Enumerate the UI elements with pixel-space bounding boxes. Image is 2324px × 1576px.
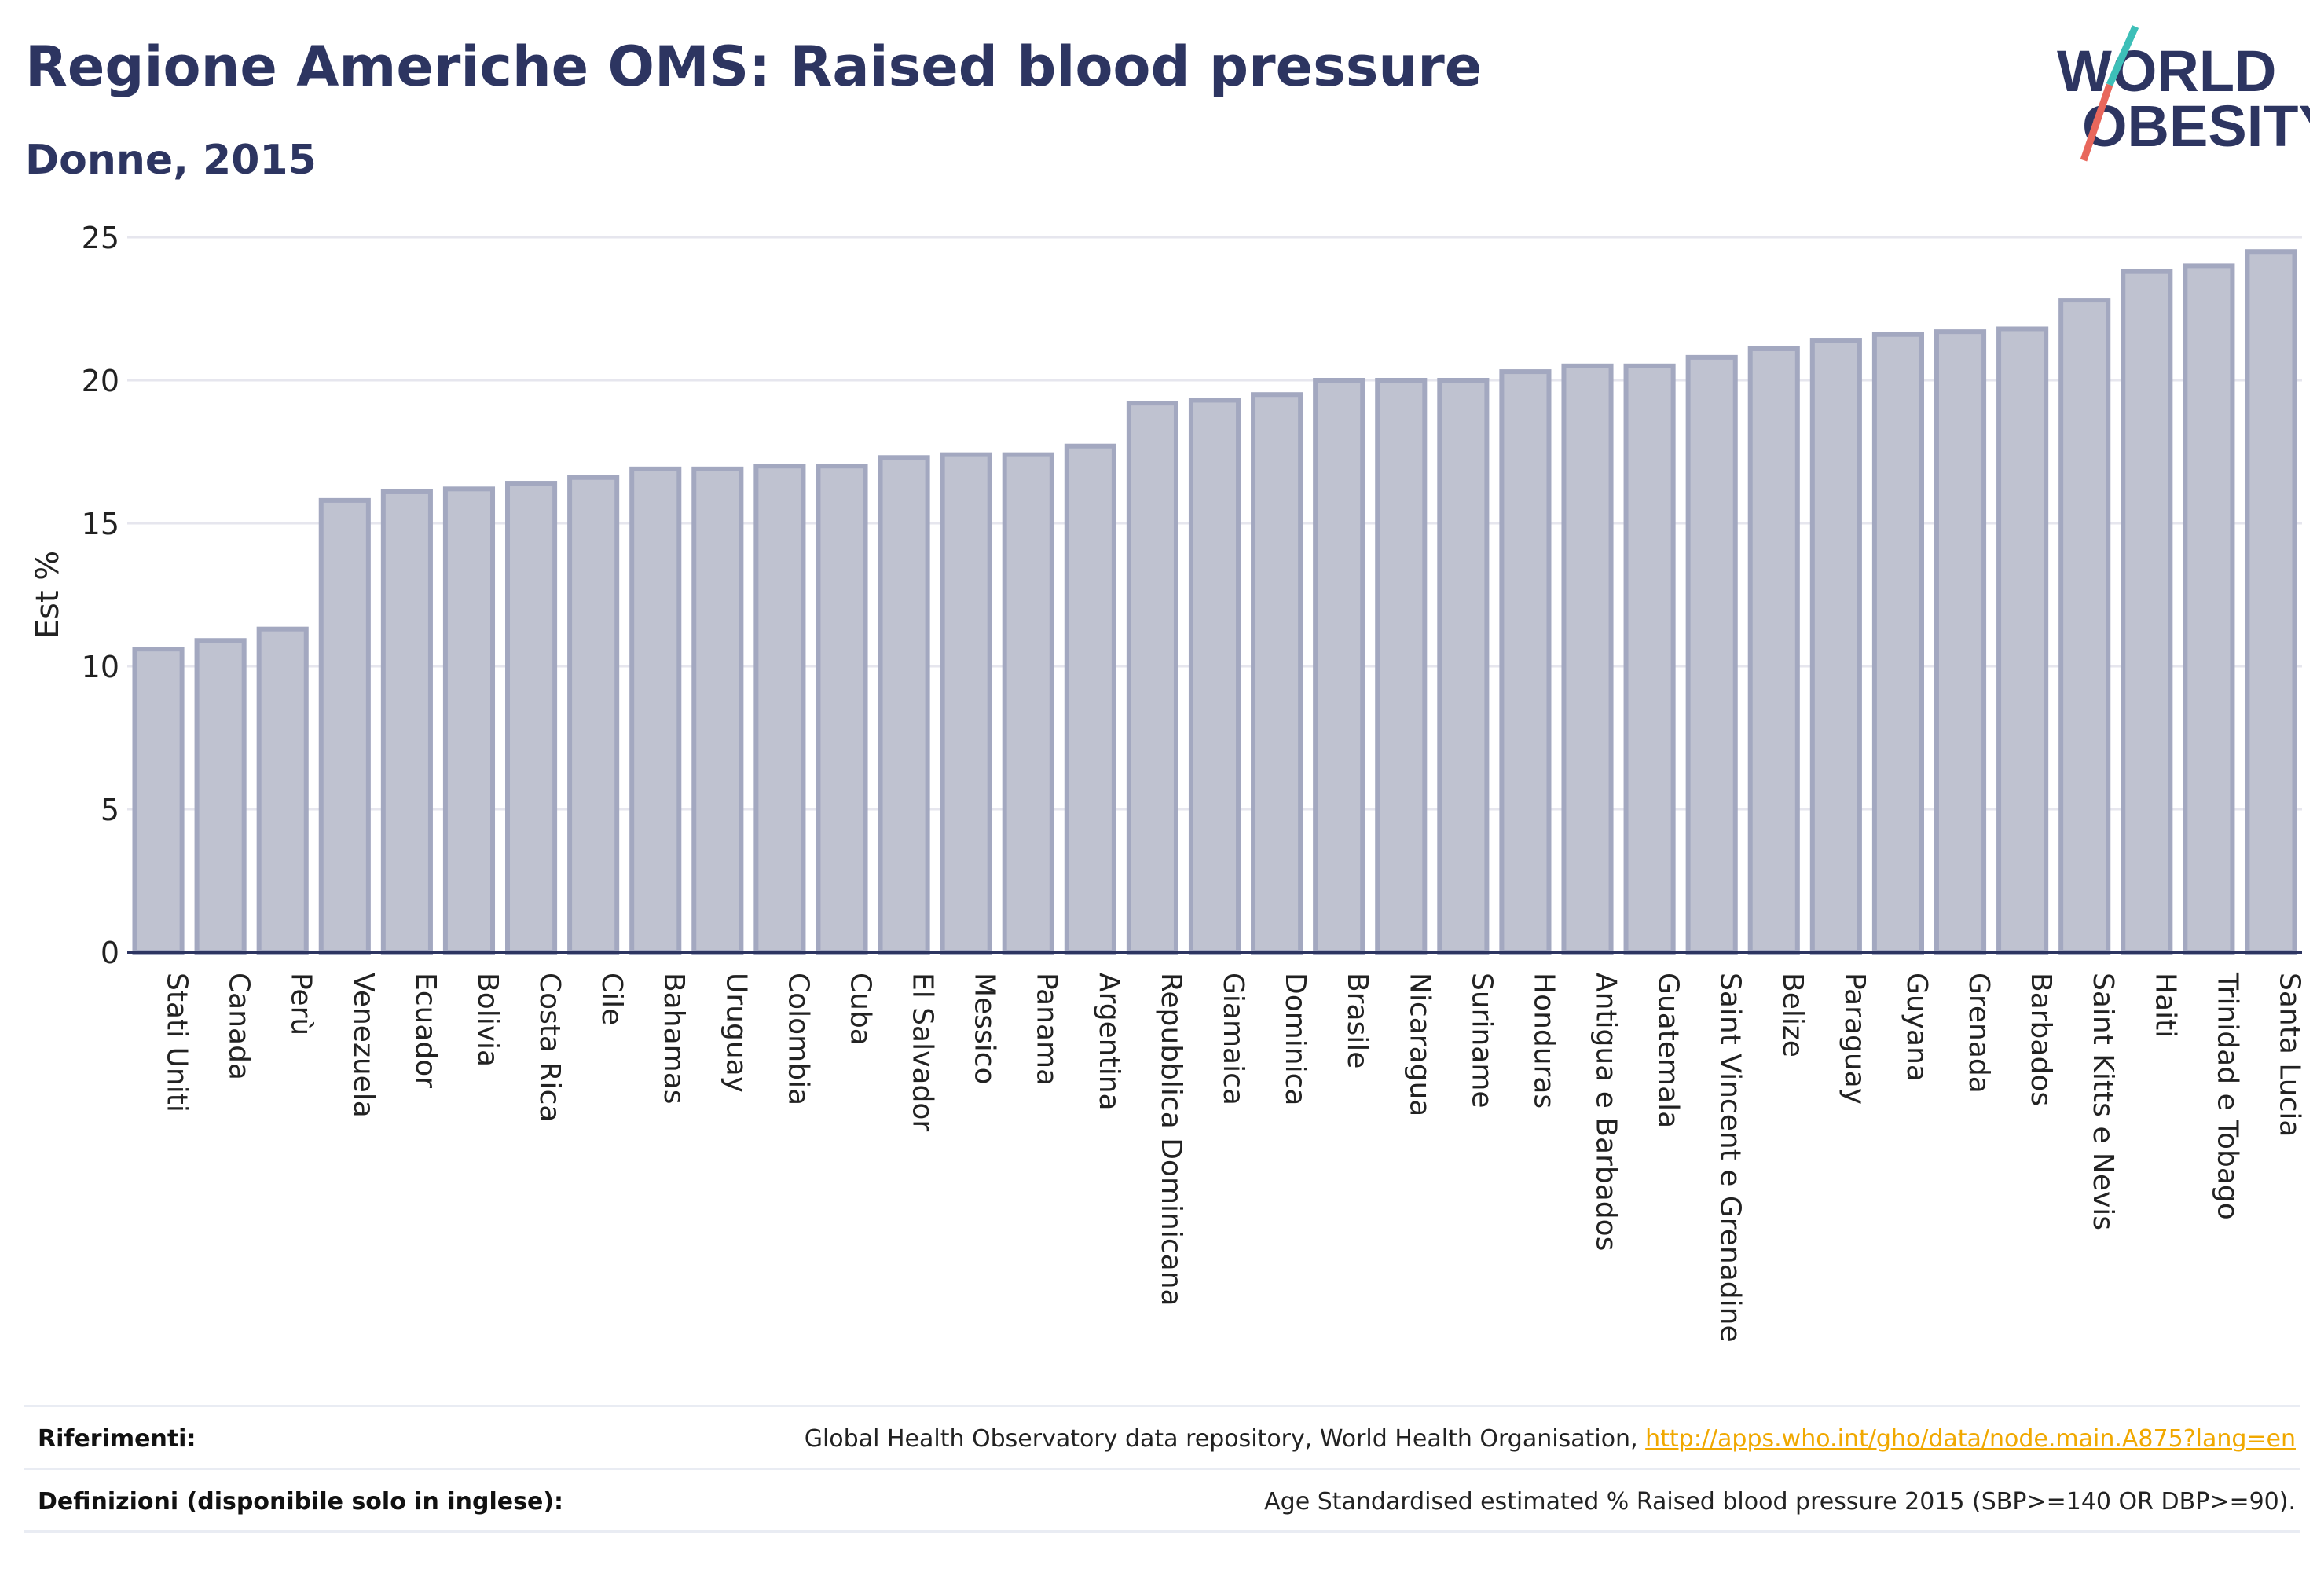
x-tick-label: Grenada (1963, 973, 1995, 1094)
x-tick-label: Trinidad e Tobago (2211, 972, 2243, 1220)
chart-title: Regione Americhe OMS: Raised blood press… (25, 35, 1483, 99)
x-tick-label: Giamaica (1217, 973, 1249, 1105)
bar (1499, 369, 1552, 955)
bar (1375, 378, 1428, 955)
bar (1809, 338, 1862, 955)
references-link[interactable]: http://apps.who.int/gho/data/node.main.A… (1645, 1425, 2296, 1453)
bar (1934, 329, 1987, 955)
bar (1685, 354, 1738, 955)
chart-subtitle: Donne, 2015 (25, 137, 317, 184)
x-tick-label: Barbados (2025, 973, 2057, 1106)
bar (1251, 392, 1303, 955)
x-tick-label: Brasile (1341, 973, 1373, 1068)
references-text: Global Health Observatory data repositor… (805, 1425, 2296, 1453)
bar (1313, 378, 1365, 955)
world-obesity-logo: WORLD OBESITY (2057, 25, 2310, 162)
y-axis-label: Est % (30, 551, 66, 640)
y-tick-label: 5 (101, 793, 119, 827)
bar (1002, 452, 1054, 955)
logo-word-world: WORLD (2057, 38, 2277, 104)
y-tick-label: 20 (82, 364, 119, 398)
y-tick-label: 15 (82, 507, 119, 541)
x-tick-label: Venezuela (347, 973, 379, 1118)
bar (567, 475, 620, 955)
footer-divider-middle (24, 1468, 2300, 1470)
x-tick-label: Ecuador (409, 973, 442, 1088)
y-tick-label: 0 (101, 936, 119, 970)
footer-divider-bottom (24, 1530, 2300, 1533)
x-tick-label: Saint Vincent e Grenadine (1714, 973, 1747, 1343)
x-tick-label: Cile (596, 973, 628, 1025)
bar (1188, 398, 1241, 955)
bar (2245, 249, 2297, 955)
bar (753, 464, 806, 955)
bar (505, 481, 558, 955)
bar (816, 464, 868, 955)
x-tick-label: Stati Uniti (161, 973, 193, 1112)
x-tick-label: Antigua e Barbados (1590, 973, 1622, 1251)
x-tick-label: Uruguay (720, 973, 752, 1093)
bar (2058, 298, 2111, 955)
logo-word-obesity: OBESITY (2082, 93, 2310, 159)
x-tick-label: Bahamas (658, 973, 690, 1105)
logo-slash-teal (2106, 25, 2139, 86)
x-tick-label: Repubblica Dominicana (1155, 973, 1187, 1307)
bar (2183, 263, 2235, 955)
x-tick-label: Paraguay (1838, 973, 1871, 1105)
definitions-label: Definizioni (disponibile solo in inglese… (38, 1488, 563, 1516)
references-label: Riferimenti: (38, 1425, 196, 1453)
bar (442, 486, 496, 955)
x-tick-label: Haiti (2149, 973, 2181, 1038)
y-tick-label: 10 (82, 650, 119, 684)
bar (1561, 363, 1614, 955)
bar (629, 466, 682, 955)
x-tick-label: Guyana (1901, 973, 1933, 1082)
x-tick-label: Santa Lucia (2273, 973, 2305, 1137)
x-tick-label: Saint Kitts e Nevis (2087, 973, 2119, 1230)
x-tick-label: Panama (1031, 973, 1063, 1086)
x-tick-label: Cuba (844, 973, 876, 1046)
bar (691, 466, 744, 955)
y-tick-label: 25 (82, 221, 119, 255)
x-tick-label: Messico (969, 973, 1001, 1085)
bar (1623, 363, 1676, 955)
bar (1064, 443, 1116, 955)
x-tick-label: Bolivia (471, 973, 504, 1067)
bar (878, 455, 930, 955)
x-tick-label: Suriname (1465, 973, 1497, 1109)
x-tick-label: El Salvador (907, 973, 939, 1131)
x-tick-label: Honduras (1527, 973, 1560, 1109)
definitions-text: Age Standardised estimated % Raised bloo… (1264, 1488, 2296, 1516)
x-tick-label: Colombia (782, 973, 814, 1105)
bar (2121, 269, 2173, 955)
bar (1871, 332, 1924, 955)
footer-divider-top (24, 1405, 2300, 1407)
bar (318, 497, 371, 955)
x-tick-label: Perù (285, 973, 317, 1035)
x-tick-label: Guatemala (1652, 973, 1684, 1128)
bar (132, 647, 185, 955)
references-source: Global Health Observatory data repositor… (804, 1425, 1646, 1453)
x-tick-label: Nicaragua (1403, 973, 1435, 1116)
bar (194, 638, 247, 955)
bar (256, 626, 309, 955)
x-tick-label: Costa Rica (533, 973, 566, 1122)
x-tick-label: Argentina (1093, 973, 1125, 1111)
bar-chart: 0 5 10 15 20 25 Est % Stati Uniti Canada Perù Vene… (30, 221, 2305, 1343)
bar (380, 489, 433, 955)
bar (1996, 326, 2049, 955)
x-tick-label: Canada (223, 973, 255, 1080)
logo-slash-red (2080, 83, 2113, 162)
bar (1126, 401, 1178, 955)
x-tick-label: Belize (1776, 973, 1809, 1057)
bar (940, 452, 992, 955)
bar (1747, 346, 1800, 955)
bar (1437, 378, 1490, 955)
x-tick-label: Dominica (1279, 973, 1311, 1106)
